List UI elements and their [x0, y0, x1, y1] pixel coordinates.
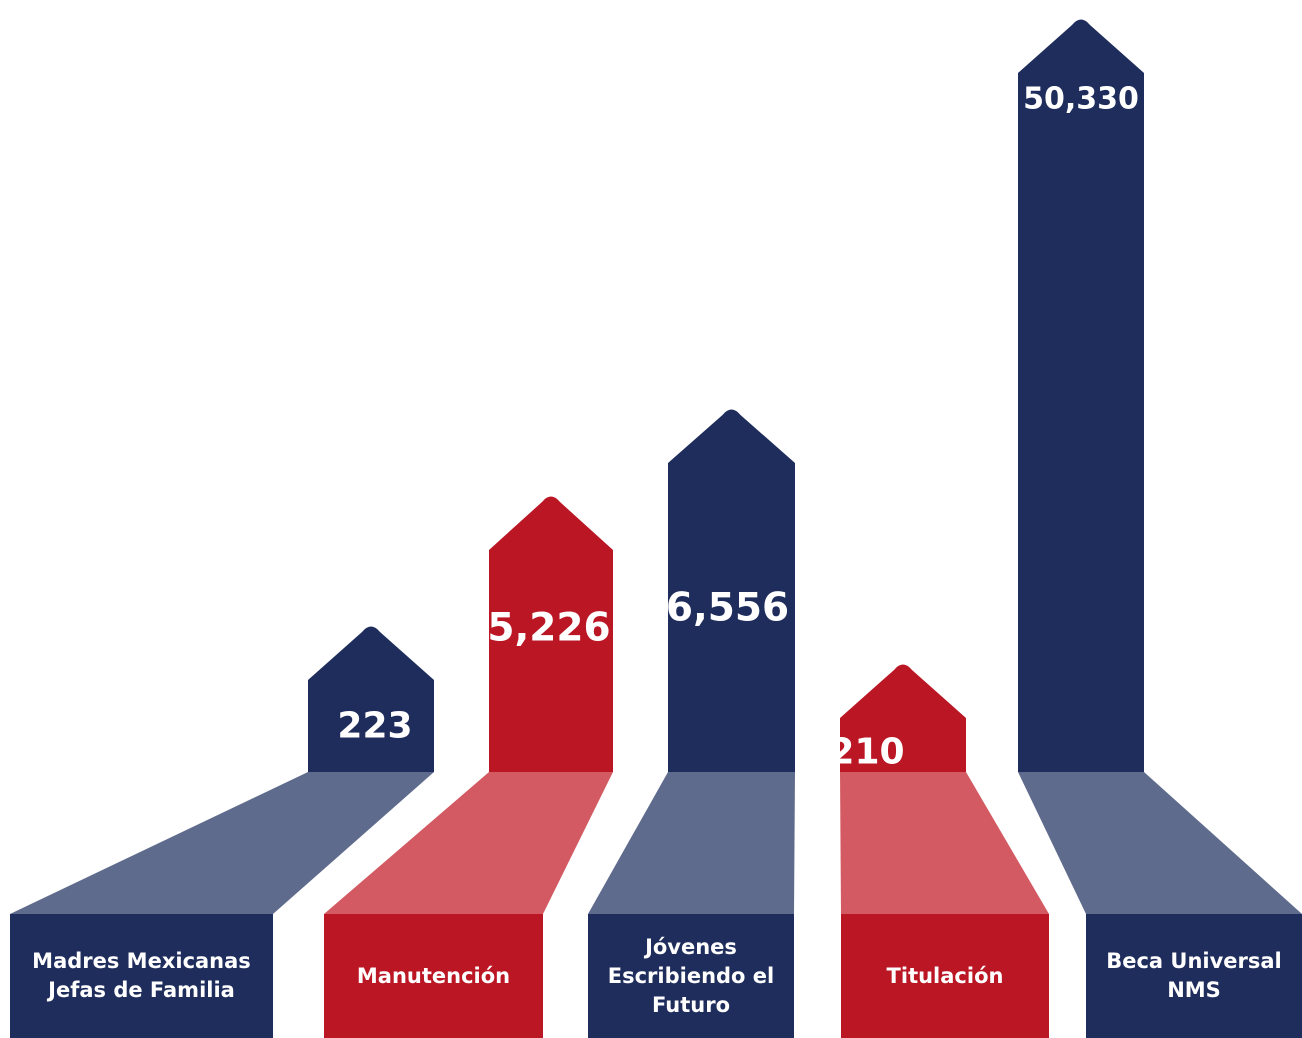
bar-shadow	[1018, 772, 1302, 914]
bar	[308, 626, 434, 772]
bar-shadow	[10, 772, 434, 914]
bar-shadow	[840, 772, 1049, 914]
category-label: Beca Universal NMS	[1106, 949, 1282, 1002]
category-label: Madres Mexicanas Jefas de Familia	[32, 949, 251, 1002]
category-label: Jóvenes Escribiendo el Futuro	[607, 934, 775, 1017]
category-box	[588, 914, 794, 1038]
category-box	[324, 914, 543, 1038]
data-label: 210	[829, 732, 904, 773]
category-box	[10, 914, 273, 1038]
bar	[840, 664, 966, 772]
bar	[489, 496, 613, 772]
bar	[668, 409, 795, 772]
category-label: Manutención	[356, 963, 511, 988]
bar-shadow	[588, 772, 795, 914]
data-label: 5,226	[487, 606, 610, 651]
data-label: 223	[337, 706, 412, 747]
bar	[1018, 19, 1144, 772]
category-label: Titulación	[886, 963, 1004, 988]
data-label: 50,330	[1023, 82, 1139, 117]
category-box	[841, 914, 1049, 1038]
category-box	[1086, 914, 1302, 1038]
bar-shadow	[324, 772, 613, 914]
data-label: 6,556	[666, 586, 789, 631]
